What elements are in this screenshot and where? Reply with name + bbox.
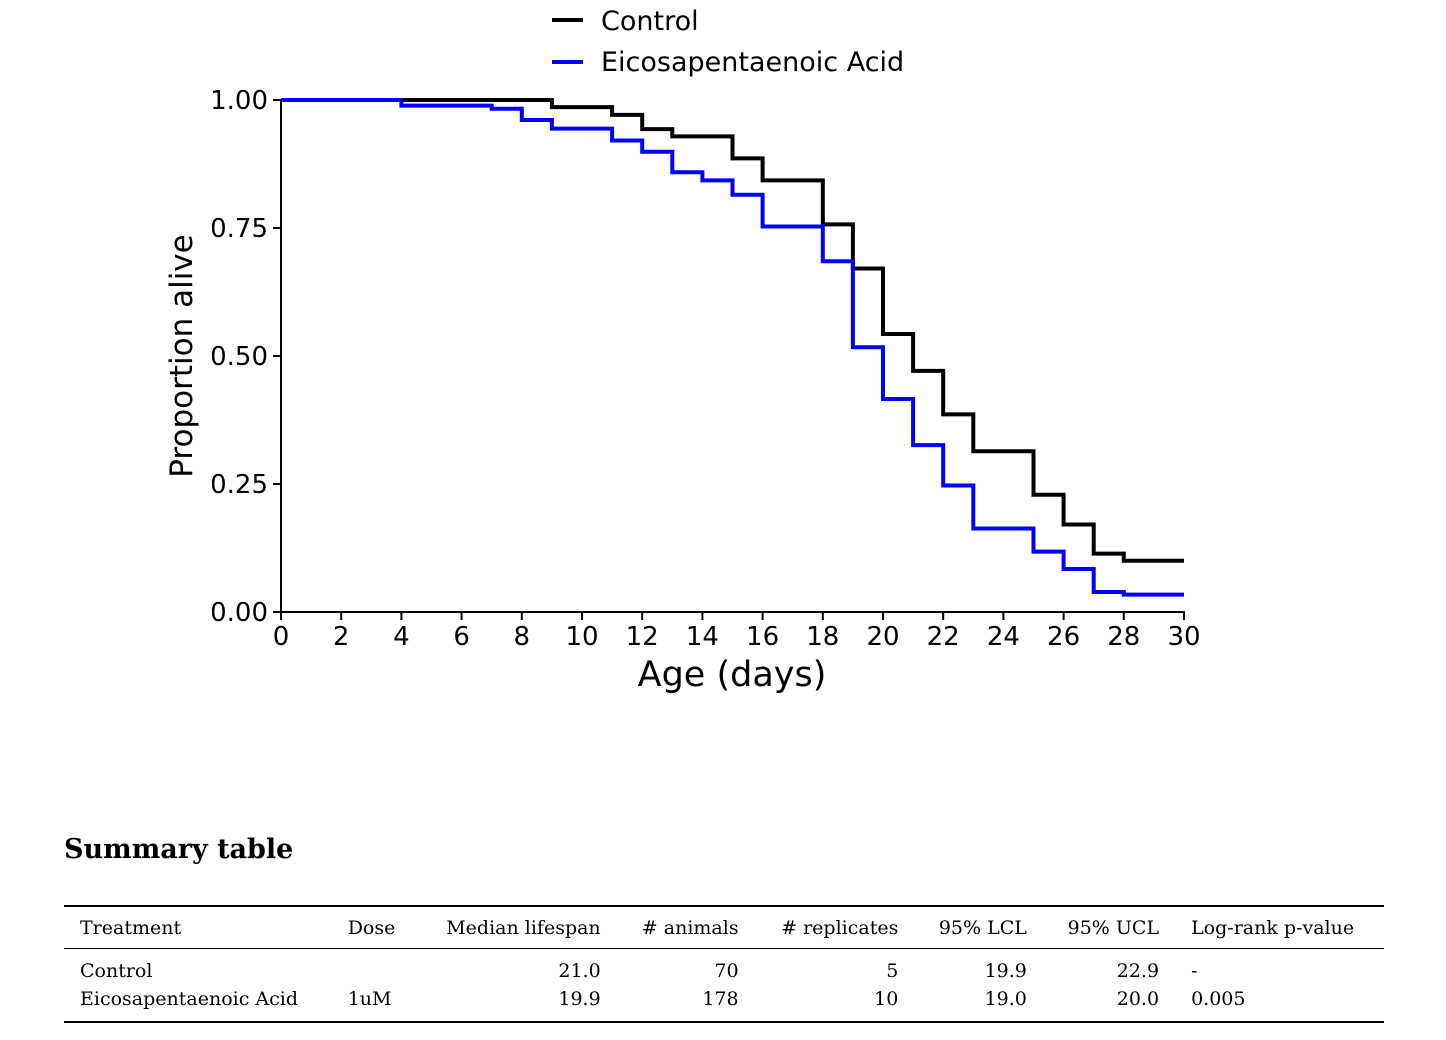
cell-pvalue: - — [1191, 960, 1198, 982]
header-median-lifespan: Median lifespan — [446, 917, 601, 939]
x-tick-label: 22 — [927, 622, 960, 652]
summary-table: Treatment Dose Median lifespan # animals… — [64, 905, 1384, 1023]
x-tick-label: 12 — [626, 622, 659, 652]
series-layer — [281, 98, 1184, 597]
x-tick-label: 2 — [333, 622, 350, 652]
x-tick-label: 20 — [866, 622, 899, 652]
x-tick-label: 30 — [1167, 622, 1200, 652]
cell-ucl: 22.9 — [1116, 960, 1160, 982]
cell-median-lifespan: 19.9 — [558, 988, 601, 1010]
y-tick-label: 1.00 — [210, 86, 268, 116]
header-ucl: 95% UCL — [1067, 917, 1160, 939]
x-tick-label: 8 — [514, 622, 531, 652]
summary-header-row: Treatment Dose Median lifespan # animals… — [64, 906, 1384, 949]
x-axis-label: Age (days) — [638, 655, 827, 695]
table-row: Control 21.0 70 5 19.9 22.9 - — [64, 949, 1384, 986]
x-tick-label: 18 — [806, 622, 839, 652]
cell-median-lifespan: 21.0 — [558, 960, 601, 982]
header-dose: Dose — [347, 917, 396, 939]
legend-label-epa: Eicosapentaenoic Acid — [601, 47, 904, 78]
x-tick-label: 4 — [393, 622, 410, 652]
cell-lcl: 19.0 — [984, 988, 1027, 1010]
y-tick-label: 0.00 — [210, 598, 268, 628]
x-tick-label: 24 — [987, 622, 1020, 652]
y-tick-label: 0.50 — [210, 342, 268, 372]
x-tick-label: 6 — [453, 622, 470, 652]
cell-treatment: Eicosapentaenoic Acid — [80, 988, 298, 1010]
cell-dose — [332, 949, 417, 986]
x-tick-label: 0 — [273, 622, 290, 652]
legend: Control Eicosapentaenoic Acid — [552, 6, 904, 78]
cell-dose: 1uM — [347, 988, 392, 1010]
y-tick-label: 0.75 — [210, 214, 268, 244]
header-animals: # animals — [641, 917, 739, 939]
header-treatment: Treatment — [80, 917, 182, 939]
x-tick-label: 16 — [746, 622, 779, 652]
table-row: Eicosapentaenoic Acid 1uM 19.9 178 10 19… — [64, 985, 1384, 1022]
y-ticks: 0.00 0.25 0.50 0.75 1.00 — [210, 86, 281, 628]
cell-ucl: 20.0 — [1116, 988, 1160, 1010]
series-line-control — [281, 98, 1184, 563]
x-tick-label: 14 — [686, 622, 719, 652]
axes-layer — [280, 100, 1185, 613]
x-tick-label: 26 — [1047, 622, 1080, 652]
cell-animals: 178 — [702, 988, 739, 1010]
cell-lcl: 19.9 — [984, 960, 1027, 982]
cell-animals: 70 — [714, 960, 739, 982]
series-line-epa — [281, 98, 1184, 597]
header-pvalue: Log-rank p-value — [1191, 917, 1355, 939]
cell-replicates: 5 — [886, 960, 899, 982]
cell-treatment: Control — [80, 960, 153, 982]
cell-pvalue: 0.005 — [1191, 988, 1246, 1010]
summary-heading: Summary table — [64, 834, 294, 865]
x-tick-label: 10 — [565, 622, 598, 652]
x-tick-label: 28 — [1107, 622, 1140, 652]
legend-label-control: Control — [601, 6, 699, 37]
y-axis-label: Proportion alive — [164, 234, 200, 477]
survival-chart: 0 2 4 6 8 10 12 14 16 18 20 22 24 26 28 30 0.000.250.50… — [164, 6, 1201, 695]
x-ticks: 0 2 4 6 8 10 12 14 16 18 20 22 24 26 28 30 — [273, 612, 1201, 652]
header-lcl: 95% LCL — [938, 917, 1027, 939]
y-tick-label: 0.25 — [210, 470, 268, 500]
cell-replicates: 10 — [874, 988, 899, 1010]
header-replicates: # replicates — [781, 917, 899, 939]
